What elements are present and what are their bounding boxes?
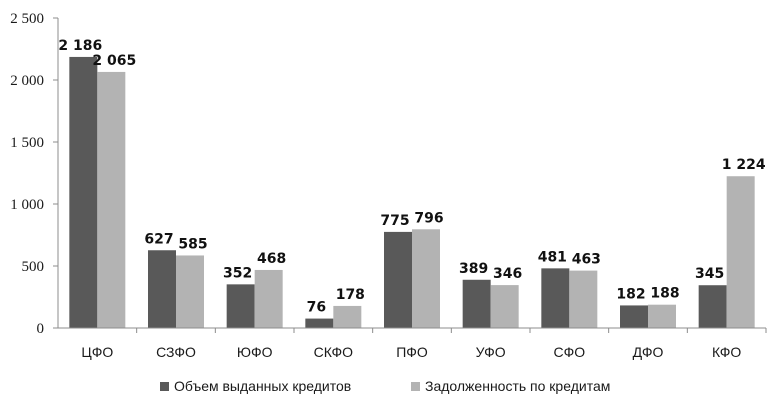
bar-debt	[569, 270, 598, 328]
bar-debt	[97, 71, 126, 328]
y-tick-label: 1 000	[10, 197, 44, 213]
data-label: 345	[695, 266, 724, 282]
bar-issued	[384, 231, 412, 328]
data-label: 481	[538, 249, 567, 265]
bar-debt	[648, 304, 676, 328]
data-label: 188	[650, 286, 679, 302]
bar-issued	[698, 285, 727, 328]
data-label: 796	[414, 210, 443, 226]
legend-label: Объем выданных кредитов	[174, 378, 351, 394]
bar-debt	[726, 176, 755, 328]
bar-issued	[305, 318, 334, 328]
legend-label: Задолженность по кредитам	[425, 378, 610, 394]
data-label: 2 186	[58, 38, 102, 54]
y-tick-label: 2 500	[10, 11, 44, 27]
bar-issued	[69, 56, 98, 328]
y-tick-label: 0	[37, 321, 45, 337]
legend: Объем выданных кредитов Задолженность по …	[160, 378, 610, 394]
data-label: 178	[336, 287, 365, 303]
data-label: 627	[144, 231, 173, 247]
bar-issued	[226, 284, 255, 328]
x-category-label: ЦФО	[81, 344, 113, 360]
y-axis: 0 500 1 000 1 500 2 000 2 500	[10, 11, 59, 337]
x-category-label: СКФО	[314, 344, 353, 360]
x-category-label: СФО	[554, 344, 586, 360]
data-label: 389	[459, 261, 488, 277]
bar-issued	[620, 305, 648, 328]
bar-debt	[254, 269, 283, 328]
data-label: 182	[616, 286, 645, 302]
data-label: 463	[572, 252, 601, 268]
y-tick-label: 2 000	[10, 73, 44, 89]
data-label: 2 065	[92, 53, 136, 69]
bar-debt	[490, 285, 519, 328]
data-label: 76	[307, 300, 326, 316]
data-label: 1 224	[722, 157, 766, 173]
y-tick-label: 500	[22, 259, 45, 275]
x-category-label: ЮФО	[237, 344, 273, 360]
x-category-label: УФО	[476, 344, 506, 360]
bar-issued	[462, 279, 491, 328]
data-label: 346	[493, 266, 522, 282]
y-tick-label: 1 500	[10, 135, 44, 151]
bar-debt	[412, 229, 440, 328]
data-label: 585	[178, 236, 207, 252]
x-category-label: ДФО	[633, 344, 664, 360]
x-category-label: ПФО	[396, 344, 428, 360]
data-label: 468	[257, 251, 286, 267]
bar-debt	[333, 305, 362, 328]
x-axis: ЦФО СЗФО ЮФО СКФО ПФО УФО СФО ДФО КФО	[58, 327, 767, 360]
bar-issued	[148, 250, 176, 328]
legend-swatch	[411, 382, 420, 391]
bar-issued	[541, 268, 570, 328]
legend-swatch	[160, 382, 169, 391]
bar-debt	[176, 255, 204, 328]
x-category-label: КФО	[712, 344, 741, 360]
data-label: 775	[380, 213, 409, 229]
data-label: 352	[223, 265, 252, 281]
x-category-label: СЗФО	[156, 344, 196, 360]
